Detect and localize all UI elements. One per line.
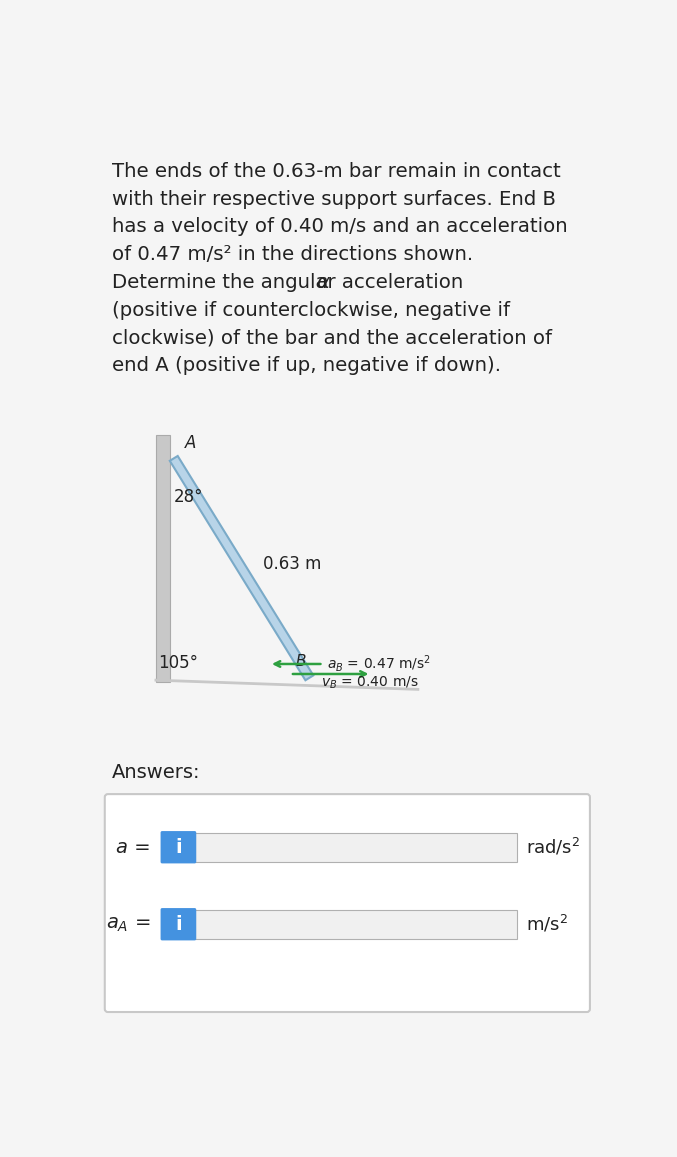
FancyBboxPatch shape xyxy=(160,831,196,863)
Text: a =: a = xyxy=(116,838,150,856)
Text: $a_A$ =: $a_A$ = xyxy=(106,915,150,934)
Text: Determine the angular acceleration: Determine the angular acceleration xyxy=(112,273,469,292)
Text: has a velocity of 0.40 m/s and an acceleration: has a velocity of 0.40 m/s and an accele… xyxy=(112,218,567,236)
Text: with their respective support surfaces. End B: with their respective support surfaces. … xyxy=(112,190,556,208)
Text: α: α xyxy=(317,273,330,292)
Text: of 0.47 m/s² in the directions shown.: of 0.47 m/s² in the directions shown. xyxy=(112,245,473,264)
Text: (positive if counterclockwise, negative if: (positive if counterclockwise, negative … xyxy=(112,301,510,319)
Text: B: B xyxy=(296,654,306,669)
Polygon shape xyxy=(170,456,313,680)
Text: A: A xyxy=(185,434,196,452)
Bar xyxy=(156,435,170,681)
Text: 105°: 105° xyxy=(158,654,198,672)
Text: i: i xyxy=(175,915,181,934)
Text: m/s$^2$: m/s$^2$ xyxy=(527,914,568,935)
Text: i: i xyxy=(175,838,181,856)
Bar xyxy=(195,909,517,938)
Text: 0.63 m: 0.63 m xyxy=(263,555,322,573)
FancyBboxPatch shape xyxy=(160,908,196,941)
Text: $v_B$ = 0.40 m/s: $v_B$ = 0.40 m/s xyxy=(321,675,418,692)
Text: The ends of the 0.63-m bar remain in contact: The ends of the 0.63-m bar remain in con… xyxy=(112,162,561,180)
Text: rad/s$^2$: rad/s$^2$ xyxy=(527,837,581,857)
Bar xyxy=(195,833,517,862)
FancyBboxPatch shape xyxy=(105,794,590,1012)
Text: clockwise) of the bar and the acceleration of: clockwise) of the bar and the accelerati… xyxy=(112,329,552,347)
Text: Answers:: Answers: xyxy=(112,762,200,781)
Text: end A (positive if up, negative if down).: end A (positive if up, negative if down)… xyxy=(112,356,501,375)
Text: $a_B$ = 0.47 m/s$^2$: $a_B$ = 0.47 m/s$^2$ xyxy=(327,654,431,675)
Text: 28°: 28° xyxy=(174,488,203,506)
